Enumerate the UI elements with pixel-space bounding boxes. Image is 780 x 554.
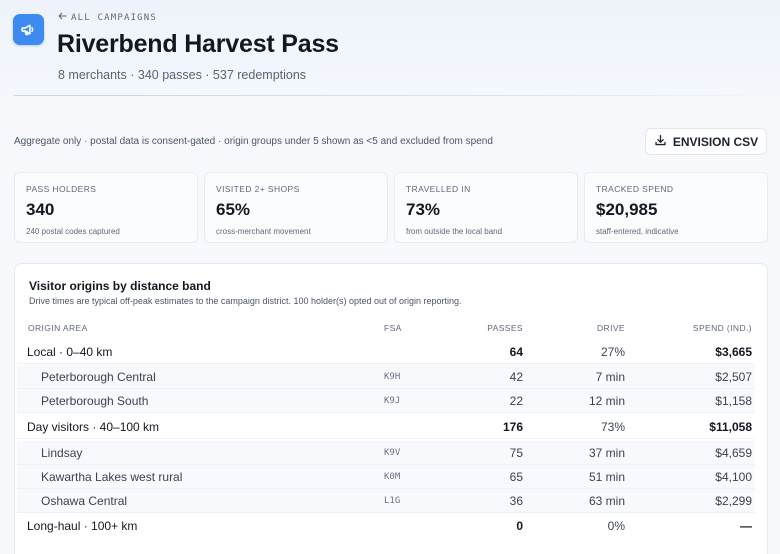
table-row-group[interactable]: Long-haul · 100+ km 0 0% — — [17, 514, 755, 538]
fsa-code: K9H — [384, 372, 401, 382]
stat-label: TRAVELLED IN — [406, 184, 471, 194]
stat-caption: staff-entered, indicative — [596, 227, 679, 236]
drive-value: 12 min — [588, 394, 625, 408]
drive-value: 51 min — [588, 470, 625, 484]
export-csv-label: ENVISION CSV — [672, 134, 759, 149]
stat-caption: from outside the local band — [406, 227, 503, 236]
stat-value: 73% — [406, 200, 441, 219]
stat-label: PASS HOLDERS — [26, 184, 97, 194]
fsa-code: K9J — [384, 396, 401, 406]
passes-count: 42 — [509, 370, 523, 384]
column-header-spend[interactable]: SPEND (IND.) — [692, 323, 752, 333]
stat-value: 340 — [26, 200, 55, 219]
spend-value: $11,058 — [709, 420, 752, 434]
panel-description: Drive times are typical off-peak estimat… — [29, 296, 462, 306]
stat-card-pass-holders: PASS HOLDERS 340 240 postal codes captur… — [14, 172, 198, 243]
drive-value: 73% — [600, 420, 625, 434]
fsa-code: K9V — [384, 448, 401, 458]
passes-count: 64 — [509, 345, 523, 359]
column-header-passes[interactable]: PASSES — [487, 323, 523, 333]
stat-card-travelled-in: TRAVELLED IN 73% from outside the local … — [394, 172, 578, 243]
stat-label: TRACKED SPEND — [596, 184, 674, 194]
table-row-group[interactable]: Local · 0–40 km 64 27% $3,665 — [17, 340, 755, 364]
panel-title: Visitor origins by distance band — [29, 279, 211, 293]
passes-count: 22 — [509, 394, 523, 408]
export-csv-button[interactable]: ENVISION CSV — [645, 128, 767, 155]
stat-caption: 240 postal codes captured — [26, 227, 120, 236]
origin-area: Peterborough South — [41, 394, 149, 408]
table-row[interactable]: Oshawa Central L1G 36 63 min $2,299 — [17, 489, 755, 513]
table-row[interactable]: Kawartha Lakes west rural K0M 65 51 min … — [17, 465, 755, 489]
stat-value: 65% — [216, 200, 251, 219]
passes-count: 65 — [509, 470, 523, 484]
table-row-group[interactable]: Day visitors · 40–100 km 176 73% $11,058 — [17, 415, 755, 439]
fsa-code: K0M — [384, 472, 401, 482]
header-divider — [14, 95, 780, 96]
fsa-code: L1G — [384, 496, 401, 506]
spend-value: $2,299 — [715, 494, 752, 508]
origin-area: Lindsay — [41, 446, 83, 460]
drive-value: 27% — [600, 345, 625, 359]
download-icon — [654, 134, 667, 150]
drive-value: 37 min — [588, 446, 625, 460]
spend-value: — — [740, 519, 752, 533]
campaign-summary: 8 merchants · 340 passes · 537 redemptio… — [58, 68, 307, 82]
column-header-origin-area[interactable]: ORIGIN AREA — [28, 323, 88, 333]
passes-count: 36 — [509, 494, 523, 508]
passes-count: 176 — [502, 420, 523, 434]
page-title: Riverbend Harvest Pass — [57, 30, 339, 58]
origin-area: Local · 0–40 km — [27, 345, 113, 359]
origin-area: Oshawa Central — [41, 494, 128, 508]
column-header-fsa[interactable]: FSA — [384, 323, 402, 333]
column-header-drive[interactable]: DRIVE — [597, 323, 625, 333]
spend-value: $4,100 — [715, 470, 752, 484]
passes-count: 0 — [516, 519, 523, 533]
header-background — [0, 0, 780, 96]
arrow-left-icon — [58, 12, 67, 23]
spend-value: $1,158 — [715, 394, 752, 408]
origin-area: Day visitors · 40–100 km — [27, 420, 160, 434]
table-row[interactable]: Peterborough South K9J 22 12 min $1,158 — [17, 389, 755, 413]
stat-label: VISITED 2+ SHOPS — [216, 184, 300, 194]
stat-caption: cross-merchant movement — [216, 227, 311, 236]
drive-value: 7 min — [595, 370, 625, 384]
drive-value: 0% — [607, 519, 625, 533]
back-link-label: ALL CAMPAIGNS — [71, 12, 158, 23]
origin-area: Kawartha Lakes west rural — [41, 470, 183, 484]
drive-value: 63 min — [588, 494, 625, 508]
origin-area: Peterborough Central — [41, 370, 156, 384]
spend-value: $2,507 — [715, 370, 752, 384]
megaphone-icon — [13, 14, 44, 45]
stat-card-visited-shops: VISITED 2+ SHOPS 65% cross-merchant move… — [204, 172, 388, 243]
stat-card-tracked-spend: TRACKED SPEND $20,985 staff-entered, ind… — [584, 172, 768, 243]
spend-value: $3,665 — [715, 345, 752, 359]
table-row[interactable]: Peterborough Central K9H 42 7 min $2,507 — [17, 365, 755, 389]
stat-value: $20,985 — [596, 200, 658, 219]
back-link[interactable]: ALL CAMPAIGNS — [58, 12, 157, 23]
origin-area: Long-haul · 100+ km — [27, 519, 138, 533]
table-row[interactable]: Lindsay K9V 75 37 min $4,659 — [17, 441, 755, 465]
spend-value: $4,659 — [715, 446, 752, 460]
passes-count: 75 — [509, 446, 523, 460]
privacy-note: Aggregate only · postal data is consent-… — [14, 136, 493, 147]
visitor-origins-panel: Visitor origins by distance band Drive t… — [14, 263, 768, 554]
